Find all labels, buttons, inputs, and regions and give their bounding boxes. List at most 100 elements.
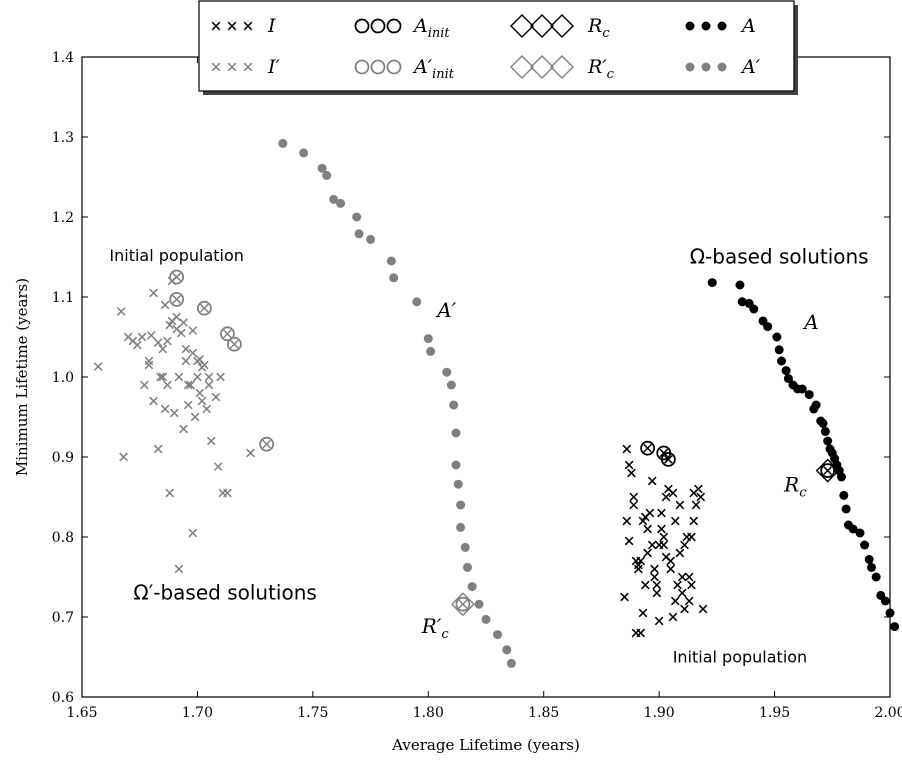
curve-label-main: A′ — [435, 298, 456, 322]
data-point-cross — [230, 339, 239, 349]
data-point — [776, 356, 786, 366]
y-tick-label: 0.7 — [52, 610, 74, 626]
data-point — [386, 256, 396, 266]
data-point — [170, 408, 179, 418]
data-point — [423, 334, 433, 344]
data-point — [190, 412, 200, 422]
data-point — [848, 524, 858, 534]
data-point — [783, 374, 793, 384]
y-axis-title: Minimum Lifetime (years) — [13, 278, 31, 476]
legend-label: A′init — [412, 56, 455, 82]
data-point — [146, 331, 156, 340]
data-point — [167, 316, 177, 326]
data-point — [627, 468, 636, 478]
plot-area — [81, 56, 891, 698]
data-point — [93, 362, 103, 371]
annotations: Initial population Ω-based solutions Ω′-ba… — [109, 244, 868, 666]
data-point-cross — [262, 439, 272, 449]
curve-label-sub: c — [799, 485, 807, 500]
data-point-cross — [664, 455, 673, 464]
data-point — [638, 516, 648, 526]
data-point — [689, 488, 699, 498]
data-point — [502, 645, 512, 655]
legend: I Ainit Rc AI′ A′init R′c A′ — [198, 0, 798, 95]
data-point — [657, 524, 666, 534]
data-point — [456, 500, 466, 510]
legend-marker — [370, 18, 386, 34]
data-point — [474, 599, 484, 609]
data-point — [818, 418, 828, 428]
data-point — [624, 460, 634, 470]
data-point — [707, 278, 717, 288]
data-point-ring — [820, 463, 836, 479]
legend-entry: Ainit — [354, 15, 450, 41]
data-point — [735, 280, 745, 290]
data-point — [811, 400, 821, 410]
data-point — [820, 426, 830, 436]
legend-marker — [717, 62, 727, 72]
data-point-cross — [643, 443, 652, 453]
data-point — [204, 372, 214, 382]
data-point — [680, 604, 689, 614]
data-point — [664, 484, 673, 494]
data-point — [144, 356, 154, 366]
data-point — [179, 318, 188, 327]
x-tick-label: 1.90 — [644, 705, 675, 721]
data-point — [183, 400, 193, 410]
data-point — [506, 658, 516, 668]
data-point — [426, 346, 436, 356]
data-point — [781, 366, 791, 376]
annotation-text: Ω-based solutions — [690, 244, 869, 268]
data-point — [661, 492, 671, 502]
data-point — [160, 300, 170, 310]
data-point — [317, 163, 327, 173]
data-point — [657, 508, 666, 518]
data-point — [772, 332, 782, 342]
data-point — [116, 307, 126, 316]
data-point — [246, 448, 255, 458]
data-point — [677, 588, 687, 598]
curve-label-main: A — [802, 310, 818, 334]
data-point — [841, 504, 851, 514]
legend-marker — [211, 62, 221, 72]
data-point — [213, 462, 223, 471]
legend-marker — [386, 59, 402, 75]
legend-label: Ainit — [412, 15, 450, 41]
data-point — [815, 458, 840, 483]
data-point — [174, 372, 184, 382]
legend-label-sub: init — [428, 26, 451, 41]
data-point — [622, 516, 632, 526]
data-point — [160, 404, 170, 414]
data-point — [329, 194, 339, 204]
data-point — [659, 532, 669, 542]
data-point — [195, 388, 205, 398]
curve-label: A — [802, 310, 818, 334]
data-point — [634, 564, 643, 574]
data-point — [172, 324, 181, 334]
data-point — [684, 596, 694, 606]
legend-label-main: I — [267, 15, 276, 37]
data-point — [631, 556, 641, 566]
data-point — [668, 612, 678, 622]
data-point — [647, 540, 657, 550]
curve-label-main: R — [783, 472, 799, 496]
data-point — [675, 548, 685, 558]
legend-entry: I — [211, 15, 276, 37]
data-point-cross — [458, 599, 468, 609]
data-points — [93, 138, 900, 668]
data-point — [673, 580, 682, 590]
data-point — [696, 492, 706, 502]
data-point — [640, 580, 650, 590]
data-point — [181, 344, 191, 354]
data-point — [299, 148, 309, 158]
data-point — [119, 452, 128, 462]
data-point — [774, 345, 784, 355]
curve-label-sub: c — [441, 627, 449, 642]
data-point — [278, 138, 288, 148]
legend-label: R′c — [587, 56, 615, 82]
legend-marker — [510, 14, 534, 38]
legend-label: Rc — [587, 15, 610, 41]
legend-label-main: I′ — [267, 56, 281, 78]
data-point — [446, 380, 456, 390]
data-point — [763, 322, 773, 332]
